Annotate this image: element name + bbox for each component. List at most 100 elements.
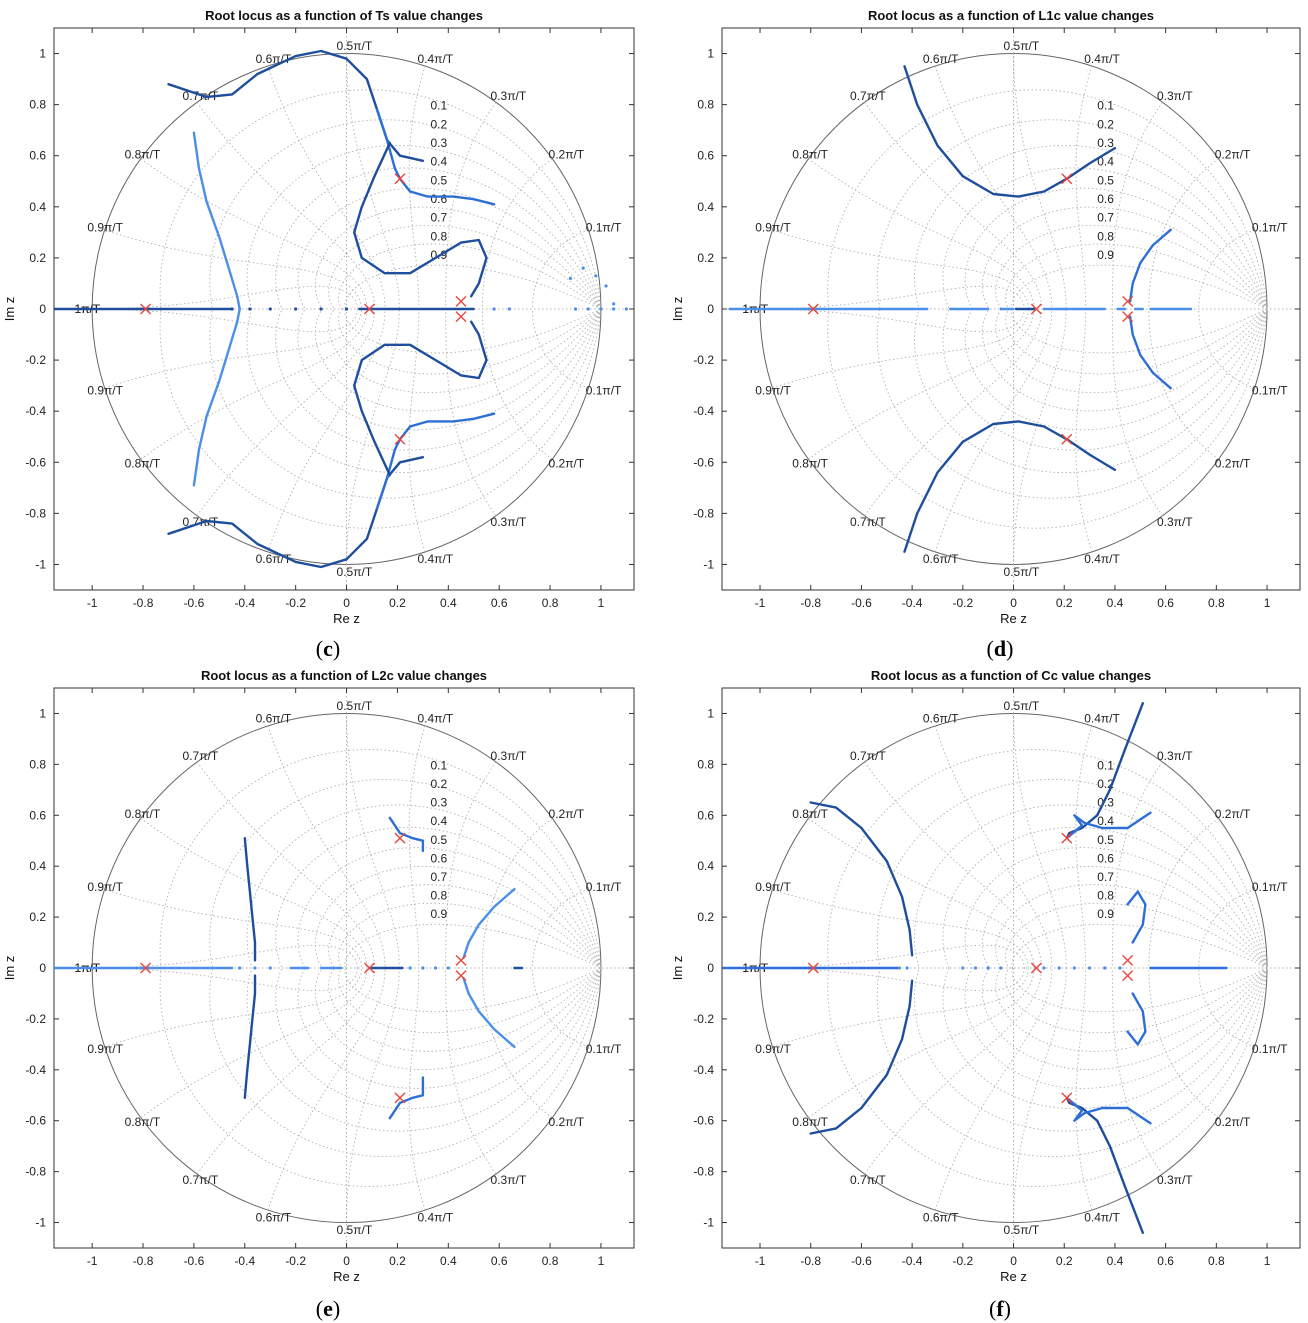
frequency-curve (1013, 53, 1067, 310)
frequency-curve (760, 967, 1025, 992)
x-tick-label: 0 (343, 1254, 350, 1268)
locus-branch (903, 420, 1117, 553)
frequency-curve (104, 308, 363, 389)
frequency-curve (445, 309, 497, 516)
locus-branches (722, 702, 1228, 1234)
chart-panel-c: 0.1π/T 0.1π/T 0.2π/T 0.2π/T 0.3π/T 0.3π/T 0.4π… (2, 8, 635, 626)
frequency-curve (267, 308, 386, 553)
pole-marker (394, 1092, 406, 1104)
damping-curve (964, 187, 1268, 310)
frequency-label: 0.1π/T (1252, 221, 1288, 235)
frequency-curve (445, 968, 497, 1175)
damping-curve (246, 804, 602, 969)
locus-branch (353, 141, 488, 298)
x-tick-label: 0.4 (440, 596, 457, 610)
locus-point (1087, 966, 1092, 970)
pole-marker (140, 962, 152, 974)
x-tick-label: -1 (87, 1254, 98, 1268)
x-tick-label: 0.8 (1208, 596, 1225, 610)
frequency-label: 0.6π/T (256, 552, 292, 566)
locus-branch (375, 108, 496, 206)
y-tick-label: -0.4 (693, 1063, 714, 1077)
y-tick-label: 0.6 (29, 149, 46, 163)
damping-curve (964, 967, 1268, 1089)
pole-marker-stroke (363, 303, 375, 315)
damping-curve (275, 826, 602, 969)
y-tick-label: -1 (703, 1216, 714, 1230)
y-tick-label: 0 (707, 961, 714, 975)
frequency-curve (1111, 308, 1163, 516)
locus-branch (1128, 228, 1172, 303)
x-tick-label: 0.4 (1107, 1254, 1124, 1268)
y-tick-label: 0.2 (29, 910, 46, 924)
frequency-label: 0.5π/T (337, 39, 373, 53)
locus-branch (1128, 315, 1172, 390)
frequency-curve (1075, 65, 1093, 310)
pole-marker (1122, 311, 1134, 323)
x-tick-label: -0.8 (800, 596, 821, 610)
frequency-curve (1148, 308, 1219, 460)
frequency-curve (481, 967, 553, 1118)
damping-curve (209, 119, 602, 310)
pole-marker-stroke (1122, 970, 1134, 982)
damping-curve (981, 308, 1268, 412)
x-tick-label: 0.2 (389, 596, 406, 610)
damping-curve (942, 167, 1268, 310)
frequency-label: 0.5π/T (1004, 699, 1040, 713)
locus-point (599, 307, 603, 311)
pole-marker-stroke (1061, 1092, 1073, 1104)
frequency-label: 0.9π/T (755, 1042, 791, 1056)
x-tick-label: 1 (598, 1254, 605, 1268)
y-tick-label: 0.4 (697, 200, 714, 214)
locus-point (268, 307, 272, 311)
pole-marker-stroke (455, 311, 467, 323)
x-tick-label: 0 (1010, 596, 1017, 610)
frequency-label: 0.6π/T (256, 712, 292, 726)
x-tick-label: -0.4 (902, 1254, 923, 1268)
y-tick-label: -0.6 (693, 455, 714, 469)
frequency-label: 0.5π/T (337, 565, 373, 579)
chart-panel-e: 0.1π/T 0.1π/T 0.2π/T 0.2π/T 0.3π/T 0.3π/T 0.4π… (2, 668, 635, 1284)
locus-point (421, 966, 425, 970)
frequency-label: 0.5π/T (1004, 1223, 1040, 1237)
x-tick-label: -1 (755, 596, 766, 610)
frequency-label: 0.9π/T (87, 880, 123, 894)
damping-label: 0.6 (1097, 192, 1114, 206)
damping-label: 0.2 (430, 117, 447, 131)
x-axis-label: Re z (333, 1269, 360, 1284)
frequency-label: 0.5π/T (337, 1223, 373, 1237)
pole-marker-stroke (394, 1092, 406, 1104)
frequency-label: 0.5π/T (337, 699, 373, 713)
frequency-curve (92, 944, 358, 969)
locus-point (624, 307, 628, 311)
damping-label: 0.4 (1097, 155, 1114, 169)
frequency-label: 0.8π/T (125, 1115, 161, 1129)
x-tick-label: -0.6 (851, 1254, 872, 1268)
locus-point (344, 307, 349, 311)
y-tick-label: 0.6 (697, 808, 714, 822)
x-tick-label: -0.8 (133, 1254, 154, 1268)
locus-point (446, 966, 450, 970)
locus-point (238, 966, 242, 970)
damping-label: 0.7 (1097, 870, 1114, 884)
frequency-label: 0.3π/T (491, 1173, 527, 1187)
pole-marker-stroke (1030, 962, 1042, 974)
locus-point (612, 307, 616, 311)
pole-marker-stroke (807, 303, 819, 315)
damping-label: 0.1 (430, 758, 447, 772)
frequency-label: 0.8π/T (792, 1115, 828, 1129)
damping-curve (876, 308, 1268, 499)
y-tick-label: 0.8 (29, 98, 46, 112)
damping-curve (981, 865, 1268, 969)
y-tick-label: 0.4 (697, 859, 714, 873)
locus-point (319, 307, 323, 311)
x-tick-label: 0.4 (1107, 596, 1124, 610)
x-tick-label: -1 (755, 1254, 766, 1268)
frequency-curve (445, 102, 497, 309)
damping-curve (344, 264, 602, 310)
frequency-label: 0.8π/T (125, 457, 161, 471)
frequency-curve (1198, 967, 1255, 1048)
locus-point (999, 966, 1003, 970)
y-tick-label: 1 (39, 706, 46, 720)
pole-marker-stroke (1122, 311, 1134, 323)
